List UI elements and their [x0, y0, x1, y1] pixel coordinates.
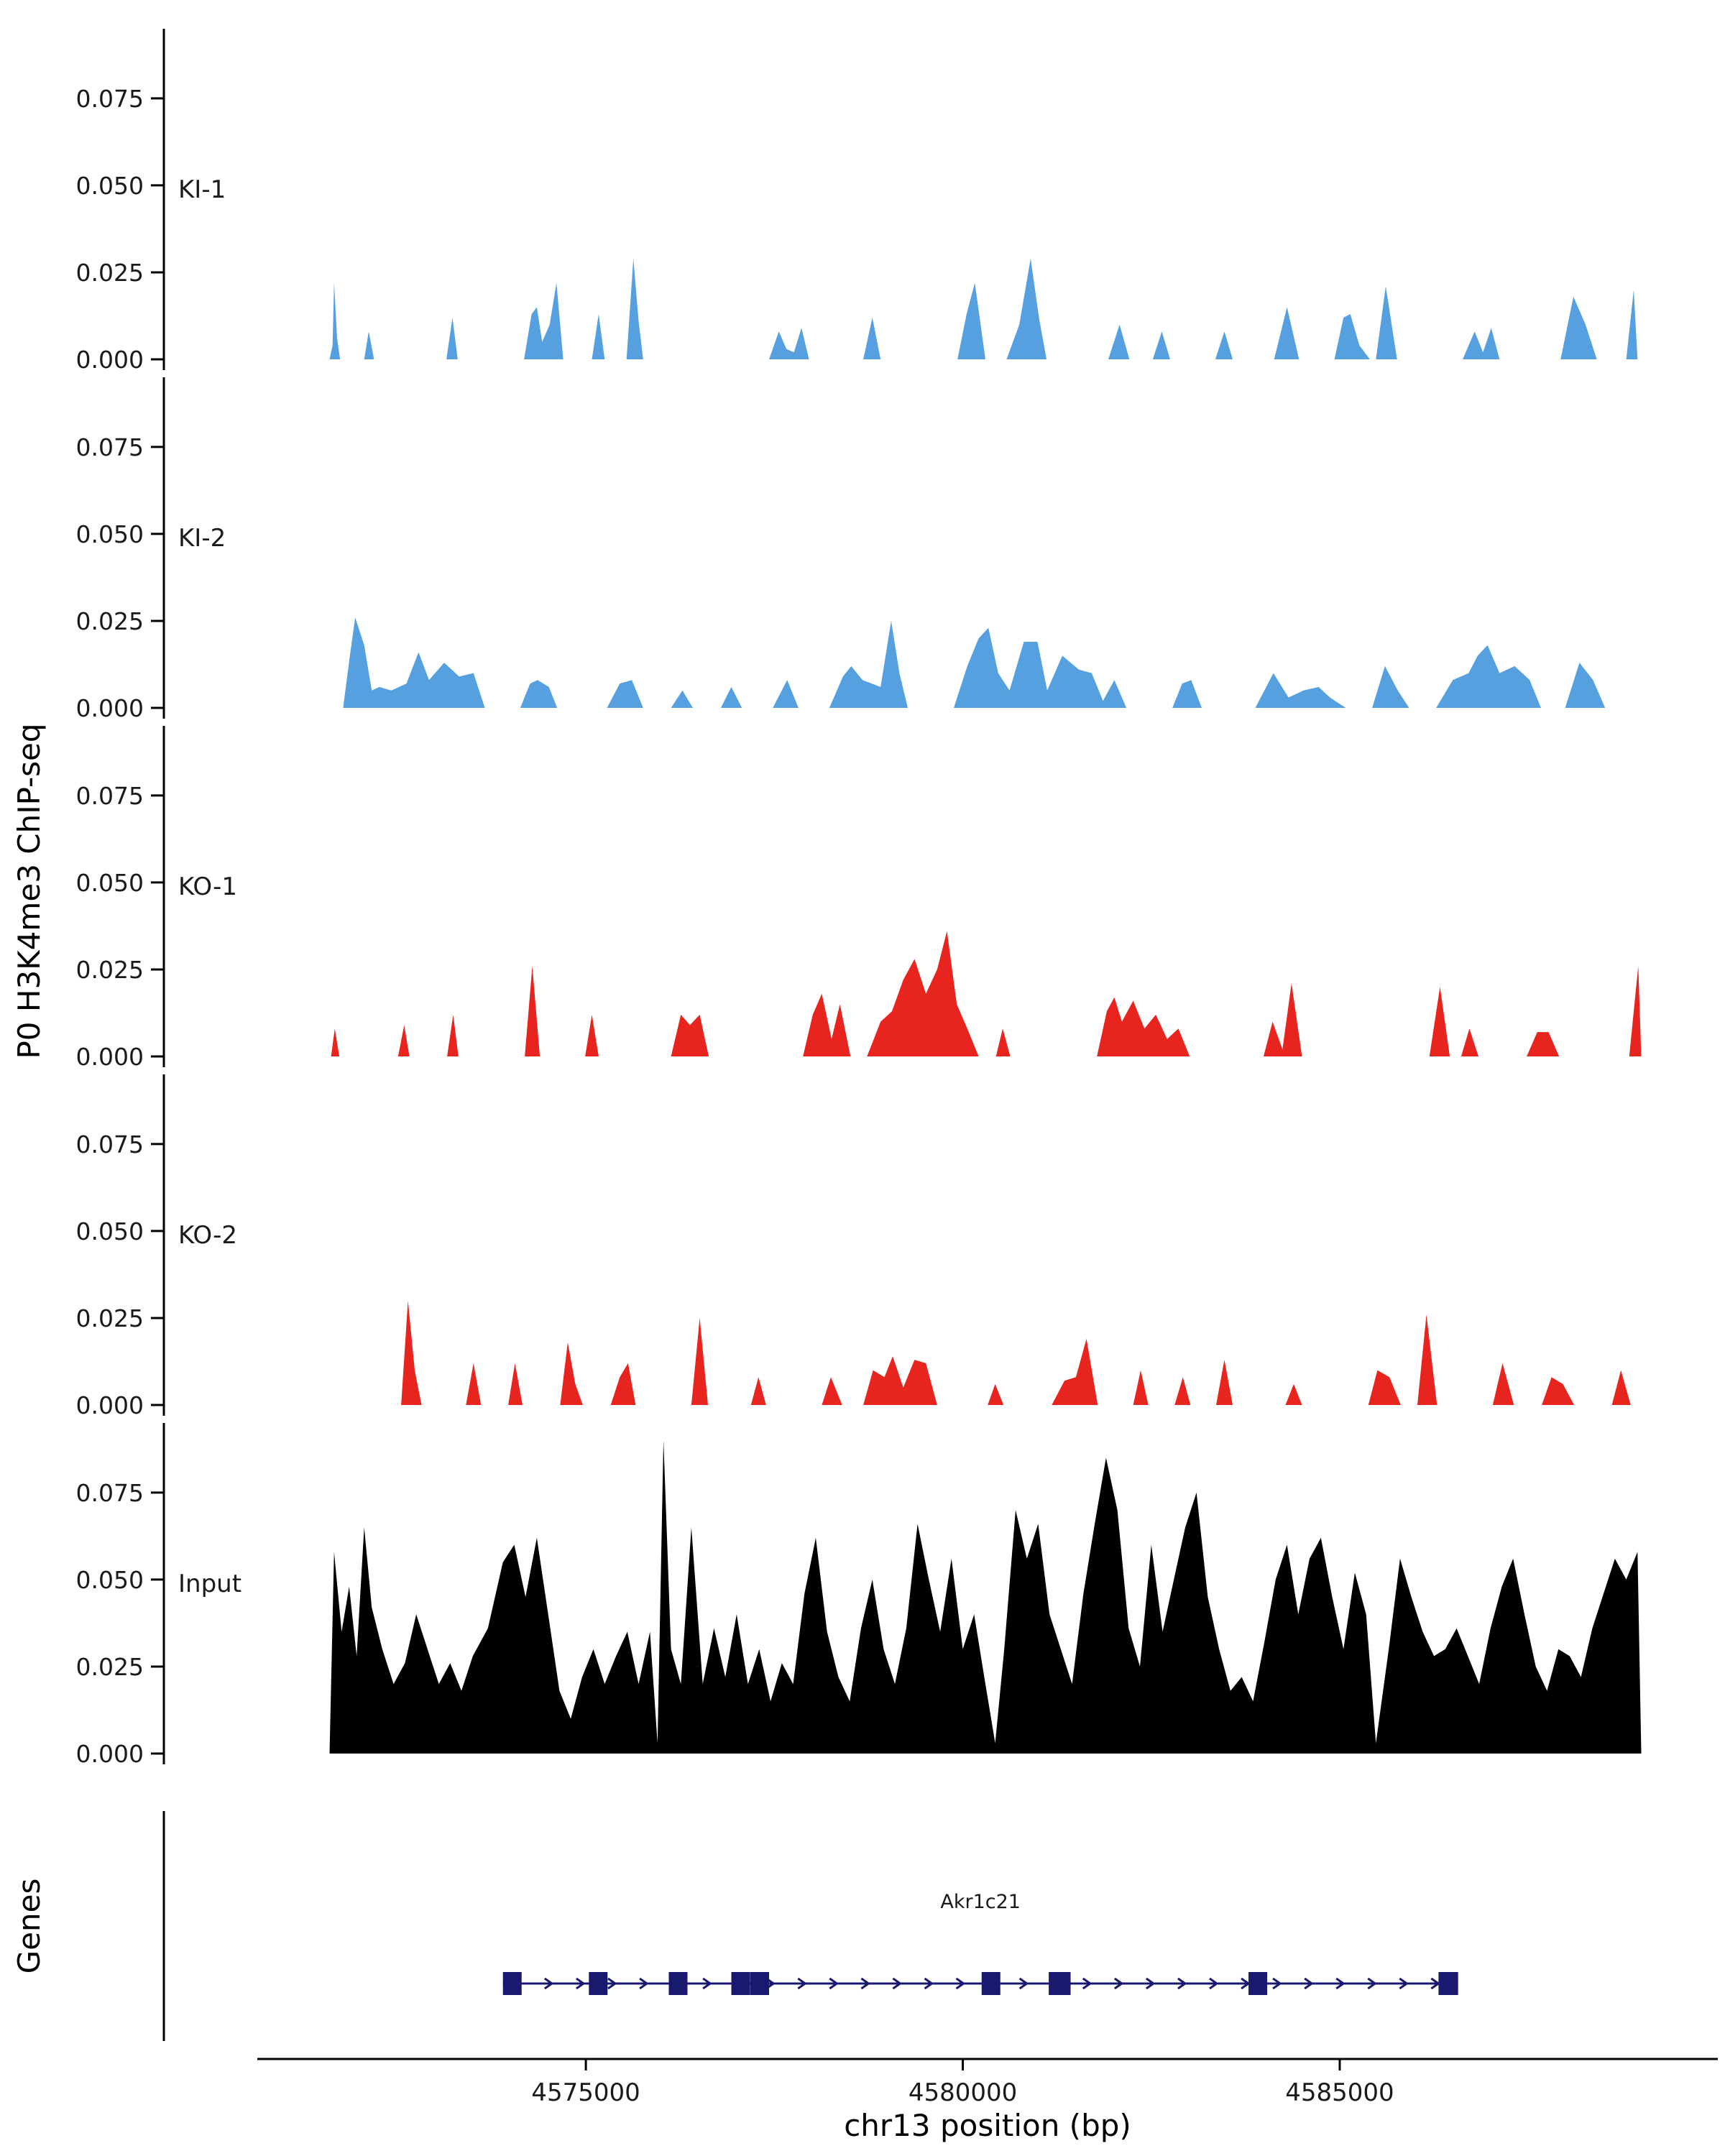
- exon-box: [981, 1972, 1000, 1995]
- coverage-area-KI-2: [343, 617, 1606, 708]
- strand-arrow-icon: [1241, 1977, 1251, 1990]
- y-tick-label: 0.050: [76, 869, 144, 897]
- strand-arrow-icon: [1209, 1977, 1219, 1990]
- x-tick-label: 4575000: [531, 2078, 640, 2107]
- coverage-area-KI-1: [329, 258, 1638, 359]
- x-tick-label: 4585000: [1285, 2078, 1394, 2107]
- coverage-area-KO-1: [331, 931, 1642, 1056]
- strand-arrow-icon: [607, 1977, 617, 1990]
- genes-axis-title: Genes: [12, 1879, 47, 1974]
- strand-arrow-icon: [1272, 1977, 1282, 1990]
- y-tick-label: 0.000: [76, 346, 144, 374]
- track-panel-KO-1: 0.075 0.050 0.025 0.000 KO-1: [76, 726, 1642, 1071]
- y-axis-title: P0 H3K4me3 ChIP-seq: [12, 723, 47, 1059]
- strand-arrow-icon: [829, 1977, 839, 1990]
- strand-arrow-icon: [1113, 1977, 1124, 1990]
- exon-box: [1438, 1972, 1458, 1995]
- exon-box: [502, 1972, 522, 1995]
- y-tick-label: 0.050: [76, 1566, 144, 1594]
- exon-box: [1049, 1972, 1071, 1995]
- x-axis: 4575000 4580000 4585000: [257, 2058, 1718, 2107]
- track-label-KI-1: KI-1: [178, 175, 226, 204]
- y-tick-label: 0.050: [76, 172, 144, 200]
- track-label-KO-1: KO-1: [178, 872, 237, 901]
- track-panel-KI-2: 0.075 0.050 0.025 0.000 KI-2: [76, 377, 1606, 722]
- y-tick-label: 0.000: [76, 1740, 144, 1768]
- strand-arrow-icon: [702, 1977, 712, 1990]
- exon-box: [1248, 1972, 1268, 1995]
- strand-arrow-icon: [892, 1977, 903, 1990]
- y-tick-label: 0.050: [76, 1217, 144, 1245]
- y-tick-label: 0.000: [76, 1043, 144, 1071]
- y-tick-label: 0.050: [76, 520, 144, 548]
- strand-arrow-icon: [797, 1977, 807, 1990]
- track-panel-KI-1: 0.075 0.050 0.025 0.000 KI-1: [76, 29, 1638, 374]
- exon-box: [731, 1972, 750, 1995]
- y-tick-label: 0.075: [76, 433, 144, 461]
- strand-arrow-icon: [1177, 1977, 1187, 1990]
- strand-arrow-icon: [955, 1977, 966, 1990]
- genes-panel: Akr1c21: [162, 1811, 1458, 2041]
- x-axis-title: chr13 position (bp): [844, 2108, 1131, 2143]
- strand-arrow-icon: [1399, 1977, 1409, 1990]
- coverage-area-Input: [329, 1440, 1642, 1754]
- strand-arrow-icon: [924, 1977, 934, 1990]
- strand-arrow-icon: [1082, 1977, 1092, 1990]
- track-panel-Input: 0.075 0.050 0.025 0.000 Input: [76, 1423, 1642, 1768]
- x-tick-label: 4580000: [908, 2078, 1017, 2107]
- strand-arrow-icon: [639, 1977, 649, 1990]
- strand-arrow-icon: [1145, 1977, 1156, 1990]
- y-tick-label: 0.000: [76, 1391, 144, 1419]
- track-panel-KO-2: 0.075 0.050 0.025 0.000 KO-2: [76, 1074, 1631, 1419]
- strand-arrow-icon: [1304, 1977, 1314, 1990]
- y-tick-label: 0.025: [76, 259, 144, 287]
- exon-box: [668, 1972, 688, 1995]
- y-tick-label: 0.075: [76, 782, 144, 810]
- strand-arrow-icon: [860, 1977, 871, 1990]
- y-tick-label: 0.025: [76, 607, 144, 635]
- y-tick-label: 0.075: [76, 1130, 144, 1158]
- exon-box: [589, 1972, 608, 1995]
- strand-arrow-icon: [1430, 1977, 1440, 1990]
- strand-arrow-icon: [576, 1977, 586, 1990]
- exon-box: [750, 1972, 769, 1995]
- strand-arrow-icon: [1335, 1977, 1346, 1990]
- track-label-Input: Input: [178, 1570, 242, 1598]
- y-tick-label: 0.025: [76, 1304, 144, 1332]
- strand-arrow-icon: [1018, 1977, 1029, 1990]
- coverage-area-KO-2: [401, 1300, 1631, 1405]
- generated-layer: 0.0750.0500.0250.000KI-10.0750.0500.0250…: [76, 29, 1718, 2107]
- y-tick-label: 0.025: [76, 1653, 144, 1681]
- strand-arrow-icon: [1367, 1977, 1377, 1990]
- y-tick-label: 0.075: [76, 1479, 144, 1507]
- track-label-KO-2: KO-2: [178, 1221, 237, 1250]
- track-label-KI-2: KI-2: [178, 524, 226, 553]
- y-tick-label: 0.075: [76, 85, 144, 113]
- y-tick-label: 0.025: [76, 956, 144, 984]
- y-tick-label: 0.000: [76, 694, 144, 722]
- strand-arrow-icon: [543, 1977, 554, 1990]
- gene-name-label: Akr1c21: [940, 1891, 1021, 1913]
